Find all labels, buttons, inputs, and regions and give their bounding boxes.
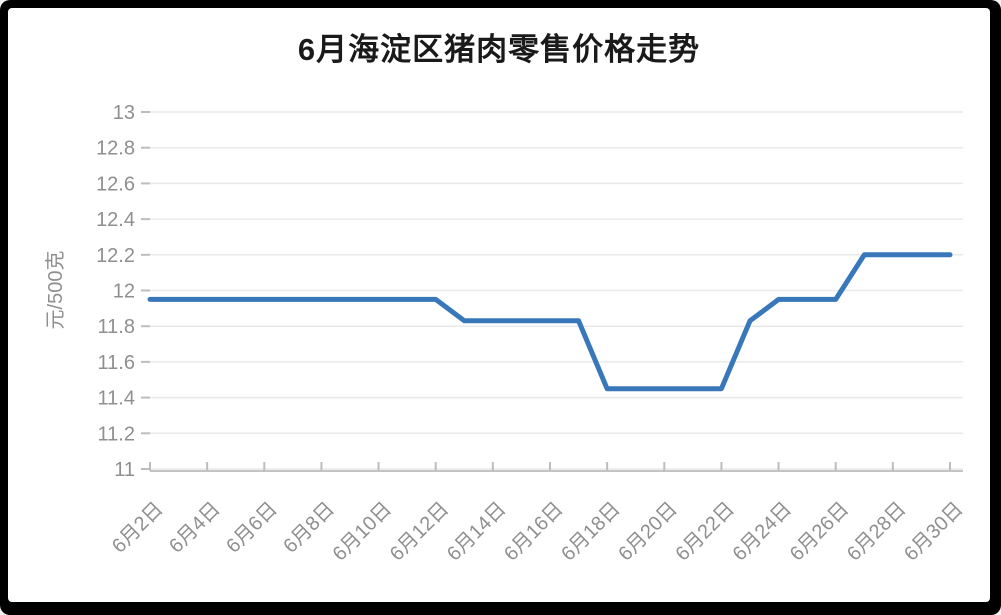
chart-title: 6月海淀区猪肉零售价格走势: [297, 32, 701, 67]
y-tick-label: 12.6: [96, 173, 135, 195]
x-axis-labels: 6月2日6月4日6月6日6月8日6月10日6月12日6月14日6月16日6月18…: [108, 498, 968, 565]
y-tick-label: 12.8: [96, 138, 135, 160]
x-tick-label: 6月28日: [843, 498, 910, 565]
y-axis-labels: 11 11.2 11.4 11.6 11.8 12 12.2 12.4 12.6 12.8 13: [96, 102, 135, 481]
y-tick-label: 11.2: [98, 423, 135, 445]
x-tick-label: 6月12日: [386, 498, 453, 565]
x-tick-label: 6月10日: [329, 498, 396, 565]
x-tick-label: 6月6日: [222, 498, 282, 558]
y-axis-ticks: [141, 111, 150, 470]
y-tick-label: 13: [113, 102, 135, 124]
y-tick-label: 12: [113, 281, 135, 303]
gridlines: [150, 111, 963, 470]
pork-price-line-chart: 11 11.2 11.4 11.6 11.8 12 12.2 12.4 12.6 12.8 13 6…: [44, 102, 968, 565]
x-tick-label: 6月14日: [443, 498, 510, 565]
x-tick-label: 6月2日: [108, 498, 168, 558]
y-tick-label: 11.6: [98, 352, 135, 374]
x-tick-label: 6月24日: [729, 498, 796, 565]
y-tick-label: 11.8: [98, 316, 135, 338]
x-axis: [149, 462, 963, 472]
price-line: [147, 252, 953, 392]
x-tick-label: 6月22日: [672, 498, 739, 565]
x-tick-label: 6月26日: [786, 498, 853, 565]
y-tick-label: 12.2: [96, 245, 135, 267]
y-axis-title: 元/500克: [44, 251, 67, 330]
x-tick-label: 6月18日: [557, 498, 624, 565]
x-tick-label: 6月4日: [165, 498, 225, 558]
x-tick-label: 6月16日: [500, 498, 567, 565]
y-tick-label: 11.4: [98, 388, 135, 410]
chart-panel: 6月海淀区猪肉零售价格走势 11 11.2 11.4 11.6 11.8 12 12.2 12…: [8, 8, 990, 602]
y-tick-label: 12.4: [96, 209, 135, 231]
x-tick-label: 6月20日: [614, 498, 681, 565]
y-tick-label: 11: [114, 459, 135, 481]
x-tick-label: 6月30日: [900, 498, 967, 565]
